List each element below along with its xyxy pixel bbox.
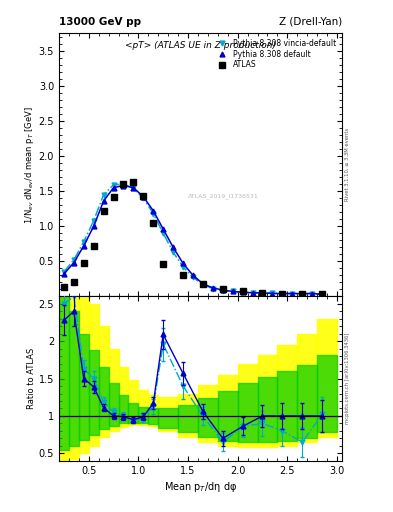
Line: ATLAS: ATLAS <box>61 179 325 297</box>
ATLAS <box>91 243 96 249</box>
Pythia 8.308 vincia-default <box>81 239 86 245</box>
Pythia 8.308 vincia-default <box>72 257 76 263</box>
Pythia 8.308 vincia-default <box>200 282 205 288</box>
Pythia 8.308 default <box>260 290 265 296</box>
Pythia 8.308 vincia-default <box>181 264 185 270</box>
Pythia 8.308 default <box>250 290 255 296</box>
Pythia 8.308 default <box>300 290 305 296</box>
Pythia 8.308 vincia-default <box>240 289 245 295</box>
Text: mcplots.cern.ch [arXiv:1306.3436]: mcplots.cern.ch [arXiv:1306.3436] <box>345 333 350 424</box>
Pythia 8.308 default <box>220 287 225 293</box>
Pythia 8.308 default <box>240 289 245 295</box>
Pythia 8.308 default <box>161 226 165 232</box>
Text: <pT> (ATLAS UE in Z production): <pT> (ATLAS UE in Z production) <box>125 41 276 50</box>
Pythia 8.308 vincia-default <box>270 290 275 296</box>
Pythia 8.308 vincia-default <box>250 290 255 296</box>
Pythia 8.308 vincia-default <box>320 291 324 297</box>
Pythia 8.308 default <box>280 290 285 296</box>
Pythia 8.308 default <box>211 285 215 291</box>
Pythia 8.308 default <box>91 223 96 229</box>
ATLAS <box>220 286 225 292</box>
ATLAS <box>260 290 265 296</box>
Pythia 8.308 vincia-default <box>91 218 96 224</box>
Pythia 8.308 default <box>111 184 116 190</box>
Pythia 8.308 vincia-default <box>62 269 66 275</box>
Pythia 8.308 vincia-default <box>290 290 295 296</box>
Text: 13000 GeV pp: 13000 GeV pp <box>59 16 141 27</box>
ATLAS <box>121 181 126 187</box>
Pythia 8.308 vincia-default <box>171 249 176 255</box>
ATLAS <box>280 290 285 296</box>
X-axis label: Mean p$_T$/dη dφ: Mean p$_T$/dη dφ <box>164 480 237 494</box>
Pythia 8.308 default <box>81 243 86 249</box>
Line: Pythia 8.308 vincia-default: Pythia 8.308 vincia-default <box>61 182 325 296</box>
Pythia 8.308 vincia-default <box>111 182 116 188</box>
Pythia 8.308 default <box>200 281 205 287</box>
Pythia 8.308 vincia-default <box>151 210 156 217</box>
ATLAS <box>320 291 324 297</box>
Pythia 8.308 vincia-default <box>310 290 314 296</box>
ATLAS <box>72 279 76 285</box>
ATLAS <box>111 194 116 200</box>
Text: Rivet 3.1.10, ≥ 3.3M events: Rivet 3.1.10, ≥ 3.3M events <box>345 128 350 201</box>
Pythia 8.308 default <box>290 290 295 296</box>
Pythia 8.308 default <box>310 290 314 296</box>
ATLAS <box>161 261 165 267</box>
Pythia 8.308 vincia-default <box>211 286 215 292</box>
ATLAS <box>300 290 305 296</box>
Pythia 8.308 default <box>191 272 195 279</box>
Pythia 8.308 default <box>151 208 156 214</box>
Pythia 8.308 default <box>101 198 106 204</box>
Pythia 8.308 default <box>270 290 275 296</box>
Pythia 8.308 vincia-default <box>101 191 106 198</box>
Pythia 8.308 default <box>72 260 76 266</box>
Pythia 8.308 vincia-default <box>300 290 305 296</box>
Pythia 8.308 default <box>171 244 176 250</box>
ATLAS <box>131 179 136 185</box>
Y-axis label: 1/N$_{ev}$ dN$_{ev}$/d mean p$_T$ [GeV]: 1/N$_{ev}$ dN$_{ev}$/d mean p$_T$ [GeV] <box>23 106 36 224</box>
Pythia 8.308 vincia-default <box>141 195 146 201</box>
Pythia 8.308 default <box>121 182 126 188</box>
Pythia 8.308 vincia-default <box>280 290 285 296</box>
ATLAS <box>200 282 205 288</box>
Y-axis label: Ratio to ATLAS: Ratio to ATLAS <box>27 348 36 409</box>
Pythia 8.308 vincia-default <box>260 290 265 296</box>
ATLAS <box>101 208 106 214</box>
ATLAS <box>151 220 156 226</box>
Pythia 8.308 default <box>230 288 235 294</box>
Pythia 8.308 default <box>320 291 324 297</box>
Pythia 8.308 default <box>141 194 146 200</box>
Text: ATLAS_2019_I1736531: ATLAS_2019_I1736531 <box>188 194 259 199</box>
Pythia 8.308 default <box>131 184 136 190</box>
Pythia 8.308 vincia-default <box>191 274 195 281</box>
Legend: Pythia 8.308 vincia-default, Pythia 8.308 default, ATLAS: Pythia 8.308 vincia-default, Pythia 8.30… <box>212 37 338 71</box>
Text: Z (Drell-Yan): Z (Drell-Yan) <box>279 16 342 27</box>
Pythia 8.308 vincia-default <box>121 181 126 187</box>
Pythia 8.308 vincia-default <box>161 230 165 237</box>
Pythia 8.308 vincia-default <box>230 288 235 294</box>
Pythia 8.308 default <box>62 271 66 277</box>
Pythia 8.308 vincia-default <box>131 185 136 191</box>
ATLAS <box>181 272 185 279</box>
Pythia 8.308 vincia-default <box>220 288 225 294</box>
ATLAS <box>141 193 146 199</box>
ATLAS <box>81 260 86 266</box>
Pythia 8.308 default <box>181 260 185 266</box>
Line: Pythia 8.308 default: Pythia 8.308 default <box>61 183 325 296</box>
ATLAS <box>62 284 66 290</box>
ATLAS <box>240 288 245 294</box>
